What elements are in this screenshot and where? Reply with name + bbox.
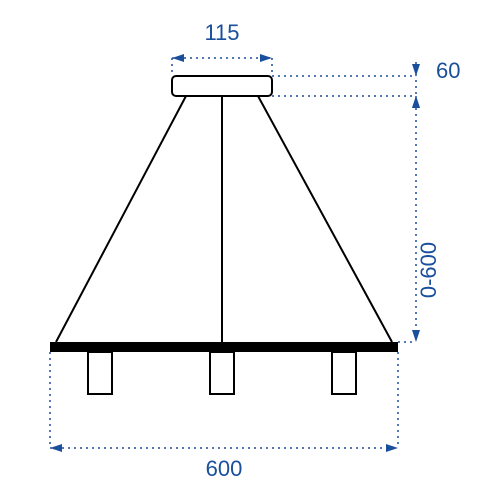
suspension-wire — [56, 96, 186, 342]
ceiling-canopy — [172, 76, 272, 96]
dim-canopy-h-label: 60 — [436, 58, 460, 83]
dim-drop-label: 0-600 — [416, 242, 441, 298]
fixture-bar — [50, 342, 398, 352]
bulb — [210, 352, 234, 394]
dim-top-label: 115 — [204, 20, 239, 45]
suspension-wire — [258, 96, 392, 342]
bulb — [88, 352, 112, 394]
dim-width-label: 600 — [206, 456, 243, 481]
bulb — [332, 352, 356, 394]
